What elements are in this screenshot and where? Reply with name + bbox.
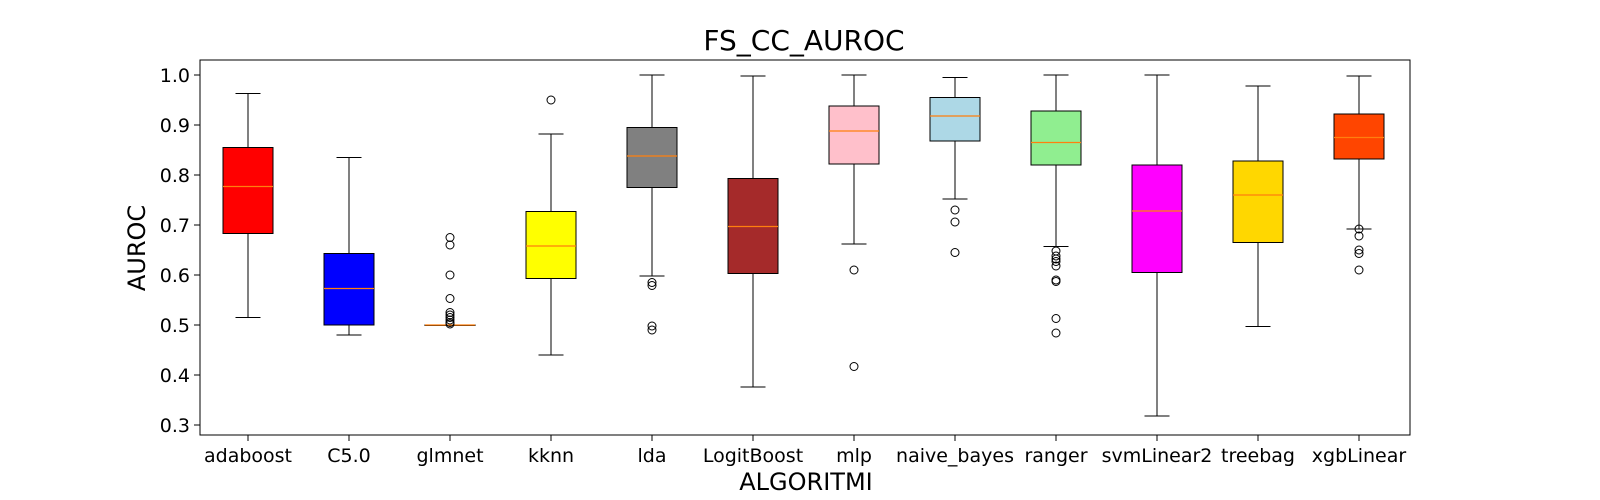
outlier-point: [1051, 261, 1061, 271]
y-tick-label: 1.0: [160, 65, 190, 87]
outlier-point: [1354, 265, 1364, 275]
box-iqr: [525, 211, 577, 279]
outlier-point: [1354, 224, 1364, 234]
outlier-point: [445, 313, 455, 322]
x-tick-label: glmnet: [416, 445, 483, 467]
box-iqr: [323, 253, 375, 326]
outlier-point: [950, 205, 960, 215]
outlier-point: [849, 362, 859, 371]
box-ranger: [1030, 74, 1082, 338]
outlier-point: [950, 248, 960, 257]
box-adaboost: [222, 93, 274, 318]
box-iqr: [929, 97, 981, 142]
outlier-point: [1354, 245, 1364, 255]
y-tick-label: 0.3: [160, 415, 190, 437]
box-xgblinear: [1333, 75, 1385, 275]
outlier-point: [1354, 249, 1364, 258]
x-tick-label: lda: [638, 445, 667, 467]
box-iqr: [1131, 164, 1183, 273]
box-iqr: [828, 105, 880, 165]
chart-title: FS_CC_AUROC: [703, 24, 904, 57]
x-tick-label: kknn: [528, 445, 574, 467]
outlier-point: [1051, 251, 1061, 261]
x-tick-label: LogitBoost: [703, 445, 803, 467]
plot-frame: [199, 59, 1411, 436]
box-lda: [626, 74, 678, 335]
outlier-point: [1051, 328, 1061, 338]
outlier-point: [546, 95, 556, 105]
box-iqr: [1232, 160, 1284, 243]
x-tick-label: xgbLinear: [1312, 445, 1407, 467]
outlier-point: [445, 270, 455, 280]
box-kknn: [525, 95, 577, 356]
x-tick-label: ranger: [1024, 445, 1087, 467]
x-axis-label: ALGORITMI: [739, 468, 872, 496]
box-mlp: [828, 74, 880, 371]
box-iqr: [626, 127, 678, 188]
outlier-point: [849, 265, 859, 275]
x-tick-label: svmLinear2: [1102, 445, 1213, 467]
box-logitboost: [727, 75, 779, 388]
outlier-point: [647, 321, 657, 331]
outlier-point: [445, 315, 455, 325]
box-svmlinear2: [1131, 74, 1183, 417]
outlier-point: [647, 325, 657, 335]
outlier-point: [1051, 314, 1061, 323]
x-tick-label: C5.0: [327, 445, 370, 467]
y-tick-label: 0.4: [160, 365, 190, 387]
x-tick-label: adaboost: [204, 445, 292, 467]
y-tick-label: 0.5: [160, 315, 190, 337]
x-tick-label: mlp: [836, 445, 872, 467]
x-axis-ticks: adaboost C5.0 glmnet kknn lda LogitBoost mlp na…: [204, 435, 1406, 467]
outlier-point: [1354, 231, 1364, 241]
outlier-point: [1051, 257, 1061, 266]
box-treebag: [1232, 85, 1284, 327]
outlier-point: [445, 240, 455, 250]
outlier-point: [445, 319, 455, 329]
y-tick-label: 0.9: [160, 115, 190, 137]
y-axis-ticks: 0.3 0.4 0.5 0.6 0.7 0.8 0.9 1.0: [160, 65, 200, 437]
x-tick-label: naive_bayes: [896, 445, 1014, 467]
box-iqr: [1333, 113, 1385, 160]
boxplot-series: [222, 74, 1385, 417]
outlier-point: [950, 217, 960, 227]
outlier-point: [647, 281, 657, 290]
y-tick-label: 0.6: [160, 265, 190, 287]
y-tick-label: 0.7: [160, 215, 190, 237]
box-iqr: [1030, 110, 1082, 166]
y-tick-label: 0.8: [160, 165, 190, 187]
x-tick-label: treebag: [1221, 445, 1295, 467]
y-axis-label: AUROC: [123, 205, 151, 291]
outlier-point: [647, 278, 657, 287]
outlier-point: [445, 294, 455, 303]
box-naive-bayes: [929, 77, 981, 257]
box-glmnet: [424, 233, 476, 329]
box-c5-0: [323, 157, 375, 336]
outlier-point: [1051, 277, 1061, 286]
box-iqr: [222, 147, 274, 234]
outlier-point: [1051, 254, 1061, 264]
